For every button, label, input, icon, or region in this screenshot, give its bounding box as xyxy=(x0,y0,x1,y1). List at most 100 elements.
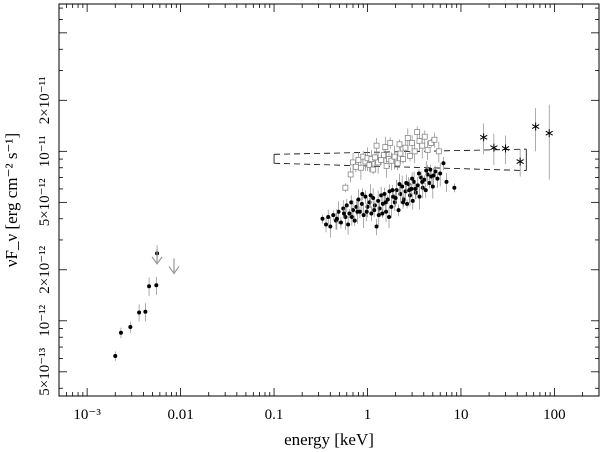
data-point xyxy=(387,214,392,219)
series-upper-limits xyxy=(151,248,180,275)
data-point xyxy=(501,144,510,153)
x-tick-label: 1 xyxy=(364,407,372,423)
data-point xyxy=(326,214,331,219)
data-point xyxy=(380,211,385,216)
data-point xyxy=(363,194,368,199)
data-point xyxy=(400,184,405,189)
asterisk-stroke xyxy=(479,134,488,140)
data-point xyxy=(420,185,425,190)
y-tick-label: 5×10⁻¹² xyxy=(37,178,53,226)
data-point xyxy=(374,224,379,229)
data-point xyxy=(402,144,409,151)
data-point xyxy=(378,156,385,163)
data-point xyxy=(401,200,406,205)
data-point xyxy=(428,140,435,146)
x-tick-labels: 10⁻³ 0.01 0.1 1 10 100 xyxy=(73,407,565,423)
data-point xyxy=(147,284,152,289)
data-point xyxy=(377,206,382,211)
data-point xyxy=(371,196,376,201)
data-point xyxy=(373,142,380,149)
data-point xyxy=(128,324,133,329)
data-point xyxy=(397,150,404,157)
data-point xyxy=(347,171,354,178)
data-point xyxy=(385,197,390,202)
data-point xyxy=(427,181,432,186)
data-point xyxy=(343,214,348,219)
data-point xyxy=(430,184,435,189)
bowtie-lower-edge xyxy=(274,162,527,171)
data-point xyxy=(383,163,390,169)
x-tick-label: 0.1 xyxy=(265,407,284,423)
data-point xyxy=(404,181,409,186)
data-point xyxy=(370,166,377,173)
series-optical-uv xyxy=(113,245,160,361)
data-point xyxy=(421,133,428,140)
data-point xyxy=(376,213,381,218)
y-tick-label: 2×10⁻¹² xyxy=(37,245,53,293)
data-point xyxy=(320,216,325,221)
bowtie-model xyxy=(273,148,527,171)
x-tick-label: 10⁻³ xyxy=(73,407,101,423)
data-point xyxy=(391,153,398,160)
data-point xyxy=(516,157,524,166)
data-point xyxy=(419,142,426,149)
data-point xyxy=(358,164,364,171)
data-point xyxy=(435,176,440,181)
data-point xyxy=(355,156,362,163)
data-point xyxy=(347,211,352,216)
asterisk-stroke xyxy=(501,145,510,151)
y-tick-label: 10⁻¹² xyxy=(37,304,53,336)
data-point xyxy=(413,186,418,191)
x-tick-label: 100 xyxy=(543,407,566,423)
data-point xyxy=(390,188,395,193)
data-point xyxy=(396,208,401,213)
data-point xyxy=(441,161,446,166)
data-point xyxy=(393,196,398,201)
series-x-ray-bright xyxy=(342,126,442,193)
data-point xyxy=(352,163,359,170)
data-point xyxy=(346,222,351,227)
data-point xyxy=(490,143,498,152)
data-point xyxy=(531,122,540,131)
data-point xyxy=(387,140,394,146)
data-point xyxy=(349,214,354,219)
data-point xyxy=(417,194,422,199)
upper-limit-arrow xyxy=(151,248,163,265)
data-point xyxy=(425,172,430,177)
data-point xyxy=(431,173,436,178)
data-point xyxy=(433,169,438,174)
asterisk-stroke xyxy=(516,159,524,165)
asterisk-stroke xyxy=(545,130,553,136)
data-point xyxy=(403,189,408,194)
data-point xyxy=(411,148,418,155)
plot-frame xyxy=(58,3,600,397)
data-point xyxy=(388,157,395,164)
data-point xyxy=(428,167,433,172)
data-point xyxy=(424,146,431,153)
data-point xyxy=(415,183,420,188)
data-point xyxy=(336,209,341,214)
data-point xyxy=(405,201,410,206)
data-point xyxy=(372,203,377,208)
asterisk-stroke xyxy=(531,124,540,129)
data-point xyxy=(143,309,148,314)
data-point xyxy=(365,204,370,209)
data-point xyxy=(379,193,384,198)
arrow-head xyxy=(168,266,180,275)
data-point xyxy=(384,209,389,214)
data-point xyxy=(409,140,415,146)
data-point xyxy=(372,208,377,213)
data-point xyxy=(361,213,366,218)
asterisk-stroke xyxy=(490,145,498,151)
x-tick-label: 0.01 xyxy=(167,407,193,423)
y-tick-label: 2×10⁻¹¹ xyxy=(37,76,53,124)
data-point xyxy=(371,154,378,161)
data-point xyxy=(404,134,411,141)
data-point xyxy=(416,171,421,176)
data-point xyxy=(392,200,397,205)
data-point xyxy=(359,201,364,206)
series-x-ray-faint xyxy=(320,156,457,238)
data-point xyxy=(398,191,403,196)
data-point xyxy=(400,156,406,162)
